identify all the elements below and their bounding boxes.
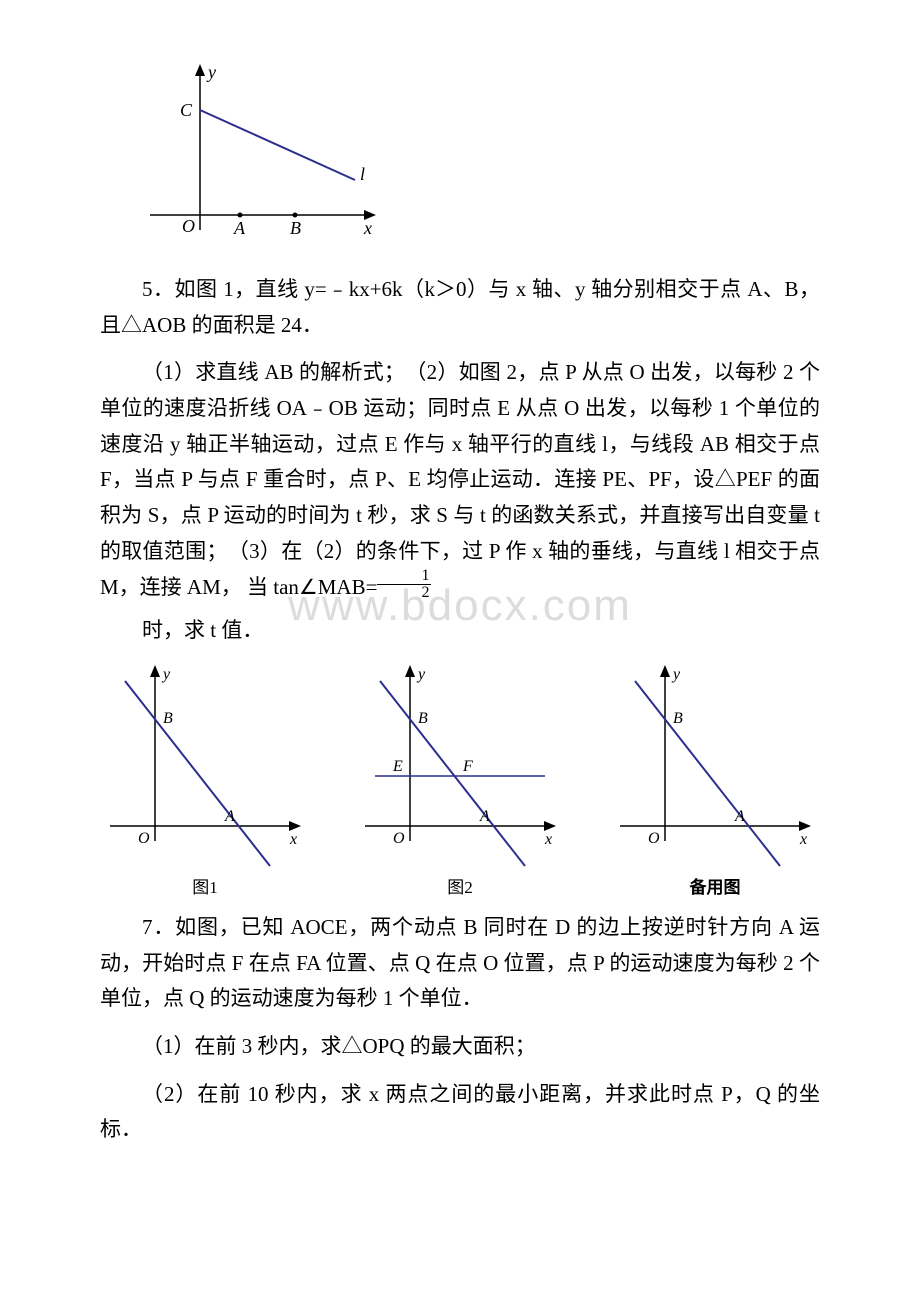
- svg-text:B: B: [418, 710, 428, 727]
- svg-text:A: A: [734, 808, 745, 825]
- svg-text:F: F: [462, 758, 473, 775]
- caption-1: 图1: [100, 873, 310, 898]
- origin-label: O: [182, 216, 195, 236]
- svg-text:O: O: [648, 830, 660, 847]
- figure-2: y x O A B E F 图2: [355, 661, 565, 898]
- document-page: y x O A B C l 5．如图 1，直线 y=﹣kx+6k（k＞0）与 x…: [0, 0, 920, 1220]
- p7-q2: （2）在前 10 秒内，求 x 两点之间的最小距离，并求此时点 P，Q 的坐标．: [100, 1077, 820, 1148]
- p5-body-b-pre: 当 tan∠MAB=: [247, 575, 377, 599]
- p7-q1: （1）在前 3 秒内，求△OPQ 的最大面积；: [100, 1029, 820, 1065]
- point-b-label: B: [290, 218, 301, 238]
- figure-top: y x O A B C l: [140, 60, 820, 260]
- p5-body: （1）求直线 AB 的解析式； （2）如图 2，点 P 从点 O 出发，以每秒 …: [100, 355, 820, 605]
- figure-1: y x O A B 图1: [100, 661, 310, 898]
- frac-num: 1: [377, 568, 431, 585]
- svg-text:x: x: [289, 831, 297, 848]
- svg-text:A: A: [479, 808, 490, 825]
- caption-2: 图2: [355, 873, 565, 898]
- p7-intro: 7．如图，已知 AOCE，两个动点 B 同时在 D 的边上按逆时针方向 A 运动…: [100, 910, 820, 1017]
- axis-x-label: x: [363, 218, 372, 238]
- svg-text:x: x: [544, 831, 552, 848]
- svg-text:y: y: [161, 666, 171, 683]
- svg-text:B: B: [673, 710, 683, 727]
- axis-y-label: y: [206, 62, 216, 82]
- p5-body-c: 时，求 t 值．: [100, 613, 820, 649]
- p5-body-a: （1）求直线 AB 的解析式； （2）如图 2，点 P 从点 O 出发，以每秒 …: [100, 360, 820, 598]
- svg-text:x: x: [799, 831, 807, 848]
- point-c-label: C: [180, 100, 193, 120]
- point-a-label: A: [233, 218, 246, 238]
- svg-text:O: O: [393, 830, 405, 847]
- fraction-half: 12: [377, 568, 431, 601]
- svg-text:B: B: [163, 710, 173, 727]
- svg-text:y: y: [416, 666, 426, 683]
- p5-intro: 5．如图 1，直线 y=﹣kx+6k（k＞0）与 x 轴、y 轴分别相交于点 A…: [100, 272, 820, 343]
- figure-3: y x O A B 备用图: [610, 661, 820, 898]
- figure-row: y x O A B 图1 y x O A: [100, 661, 820, 898]
- caption-3: 备用图: [610, 873, 820, 898]
- line-l-label: l: [360, 164, 365, 184]
- svg-text:A: A: [224, 808, 235, 825]
- svg-text:y: y: [671, 666, 681, 683]
- svg-text:E: E: [392, 758, 403, 775]
- frac-den: 2: [377, 585, 431, 601]
- svg-text:O: O: [138, 830, 150, 847]
